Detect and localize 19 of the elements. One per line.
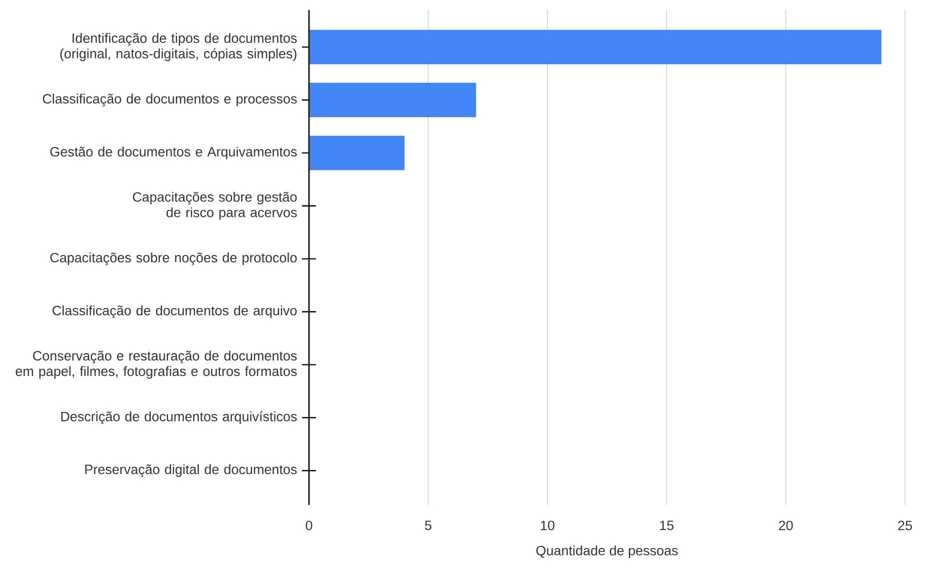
x-tick-label: 20 [778, 520, 793, 530]
x-axis-title: Quantidade de pessoas [536, 545, 678, 558]
bar [308, 82, 476, 118]
bar [308, 30, 882, 64]
x-tick-label: 25 [898, 520, 912, 530]
y-tick-label: Capacitações sobre noções de protocolo [50, 252, 297, 266]
y-tick-label: Classificação de documentos e processos [42, 94, 297, 106]
x-tick-label: 10 [540, 520, 554, 530]
y-tick-label: Gestão de documentos e Arquivamentos [50, 146, 297, 160]
bar [308, 136, 405, 170]
y-tick-label: Conservação e restauração de documentos em papel, filmes, fotografias e outros formatos [16, 350, 297, 379]
y-tick-label: Preservação digital de documentos [85, 464, 297, 477]
y-tick-label: Capacitações sobre gestão de risco para acervos [132, 192, 297, 220]
x-tick-label: 5 [424, 520, 432, 530]
y-tick-label: Identificação de tipos de documentos (original, natos-digitais, cópias simples) [60, 33, 297, 62]
x-tick-label: 15 [660, 520, 674, 530]
x-tick-label: 0 [306, 520, 312, 530]
y-tick-label: Descrição de documentos arquivísticos [61, 411, 297, 424]
y-tick-label: Classificação de documentos de arquivo [52, 305, 297, 318]
